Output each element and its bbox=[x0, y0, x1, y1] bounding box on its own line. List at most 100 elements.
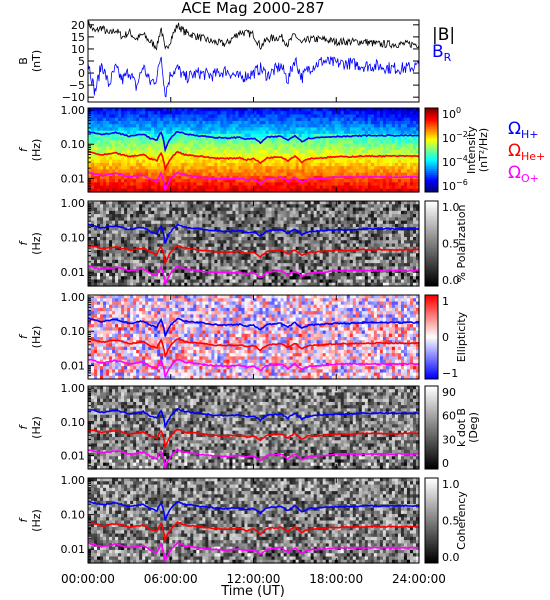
legend-subscript: H+ bbox=[521, 128, 539, 141]
heatmap-cell bbox=[355, 188, 360, 193]
heatmap-cell bbox=[124, 150, 128, 154]
heatmap-cell bbox=[121, 179, 125, 183]
heatmap-cell bbox=[151, 127, 155, 132]
heatmap-cell bbox=[271, 117, 276, 122]
heatmap-cell bbox=[133, 156, 137, 161]
heatmap-cell bbox=[220, 182, 225, 187]
heatmap-cell bbox=[199, 166, 203, 170]
heatmap-cell bbox=[349, 114, 354, 119]
y-tick-label: 20 bbox=[71, 19, 85, 32]
heatmap-cell bbox=[301, 124, 306, 128]
heatmap-cell bbox=[127, 159, 131, 164]
heatmap-cell bbox=[340, 172, 345, 177]
heatmap-cell bbox=[172, 159, 176, 164]
heatmap-cell bbox=[88, 182, 92, 187]
heatmap-cell bbox=[247, 166, 252, 170]
heatmap-cell bbox=[112, 159, 116, 164]
heatmap-cell bbox=[124, 175, 128, 180]
heatmap-cell bbox=[331, 172, 336, 177]
heatmap-cell bbox=[202, 185, 206, 190]
heatmap-cell bbox=[190, 143, 194, 148]
heatmap-cell bbox=[205, 172, 209, 177]
heatmap-cell bbox=[292, 159, 297, 164]
legend-subscript: He+ bbox=[521, 150, 545, 163]
heatmap-cell bbox=[166, 169, 170, 174]
heatmap-cell bbox=[121, 114, 125, 119]
heatmap-cell bbox=[247, 108, 252, 112]
heatmap-cell bbox=[256, 143, 261, 148]
heatmap-cell bbox=[187, 108, 191, 112]
heatmap-cell bbox=[91, 182, 95, 187]
heatmap-cell bbox=[112, 169, 116, 174]
heatmap-cell bbox=[241, 175, 246, 180]
heatmap-cell bbox=[244, 133, 249, 138]
heatmap-cell bbox=[295, 124, 300, 128]
heatmap-cell bbox=[331, 185, 336, 190]
heatmap-cell bbox=[160, 179, 164, 183]
heatmap-cell bbox=[256, 108, 261, 112]
heatmap-cell bbox=[169, 111, 173, 116]
heatmap-cell bbox=[256, 130, 261, 135]
heatmap-cell bbox=[226, 120, 231, 125]
heatmap-cell bbox=[220, 143, 225, 148]
heatmap-cell bbox=[115, 117, 119, 122]
heatmap-cell bbox=[274, 140, 279, 145]
heatmap-cell bbox=[292, 140, 297, 145]
heatmap-cell bbox=[307, 117, 312, 122]
heatmap-cell bbox=[361, 120, 366, 125]
heatmap-cell bbox=[178, 179, 182, 183]
heatmap-cell bbox=[205, 146, 209, 151]
heatmap-cell bbox=[97, 150, 101, 154]
heatmap-cell bbox=[358, 140, 363, 145]
heatmap-cell bbox=[169, 124, 173, 128]
heatmap-cell bbox=[190, 108, 194, 112]
heatmap-cell bbox=[340, 188, 345, 193]
heatmap-cell bbox=[352, 120, 357, 125]
heatmap-cell bbox=[241, 120, 246, 125]
heatmap-cell bbox=[283, 133, 288, 138]
heatmap-cell bbox=[289, 108, 294, 112]
heatmap-cell bbox=[94, 162, 98, 167]
heatmap-cell bbox=[238, 182, 243, 187]
colorbar-tick-exponent: −6 bbox=[456, 178, 468, 187]
heatmap-cell bbox=[262, 111, 267, 116]
heatmap-cell bbox=[358, 130, 363, 135]
heatmap-cell bbox=[127, 182, 131, 187]
heatmap-cell bbox=[310, 108, 315, 112]
heatmap-cell bbox=[256, 166, 261, 170]
heatmap-cell bbox=[181, 159, 185, 164]
heatmap-cell bbox=[160, 150, 164, 154]
heatmap-cell bbox=[349, 143, 354, 148]
heatmap-cell bbox=[127, 111, 131, 116]
heatmap-cell bbox=[97, 108, 101, 112]
heatmap-cell bbox=[328, 114, 333, 119]
heatmap-cell bbox=[172, 124, 176, 128]
heatmap-cell bbox=[169, 166, 173, 170]
heatmap-cell bbox=[301, 175, 306, 180]
heatmap-cell bbox=[307, 130, 312, 135]
heatmap-cell bbox=[328, 120, 333, 125]
heatmap-cell bbox=[109, 111, 113, 116]
heatmap-cell bbox=[211, 130, 215, 135]
heatmap-cell bbox=[160, 120, 164, 125]
heatmap-cell bbox=[247, 169, 252, 174]
heatmap-cell bbox=[178, 185, 182, 190]
heatmap-cell bbox=[253, 114, 258, 119]
heatmap-cell bbox=[154, 159, 158, 164]
heatmap-cell bbox=[352, 111, 357, 116]
heatmap-cell bbox=[322, 153, 327, 158]
heatmap-cell bbox=[154, 169, 158, 174]
heatmap-cell bbox=[94, 140, 98, 145]
heatmap-cell bbox=[286, 120, 291, 125]
heatmap-cell bbox=[301, 182, 306, 187]
heatmap-cell bbox=[112, 114, 116, 119]
heatmap-cell bbox=[244, 120, 249, 125]
heatmap-cell bbox=[181, 179, 185, 183]
heatmap-cell bbox=[214, 117, 218, 122]
heatmap-cell bbox=[271, 159, 276, 164]
heatmap-cell bbox=[142, 182, 146, 187]
heatmap-cell bbox=[265, 124, 270, 128]
heatmap-cell bbox=[256, 162, 261, 167]
heatmap-cell bbox=[337, 153, 342, 158]
heatmap-cell bbox=[100, 133, 104, 138]
